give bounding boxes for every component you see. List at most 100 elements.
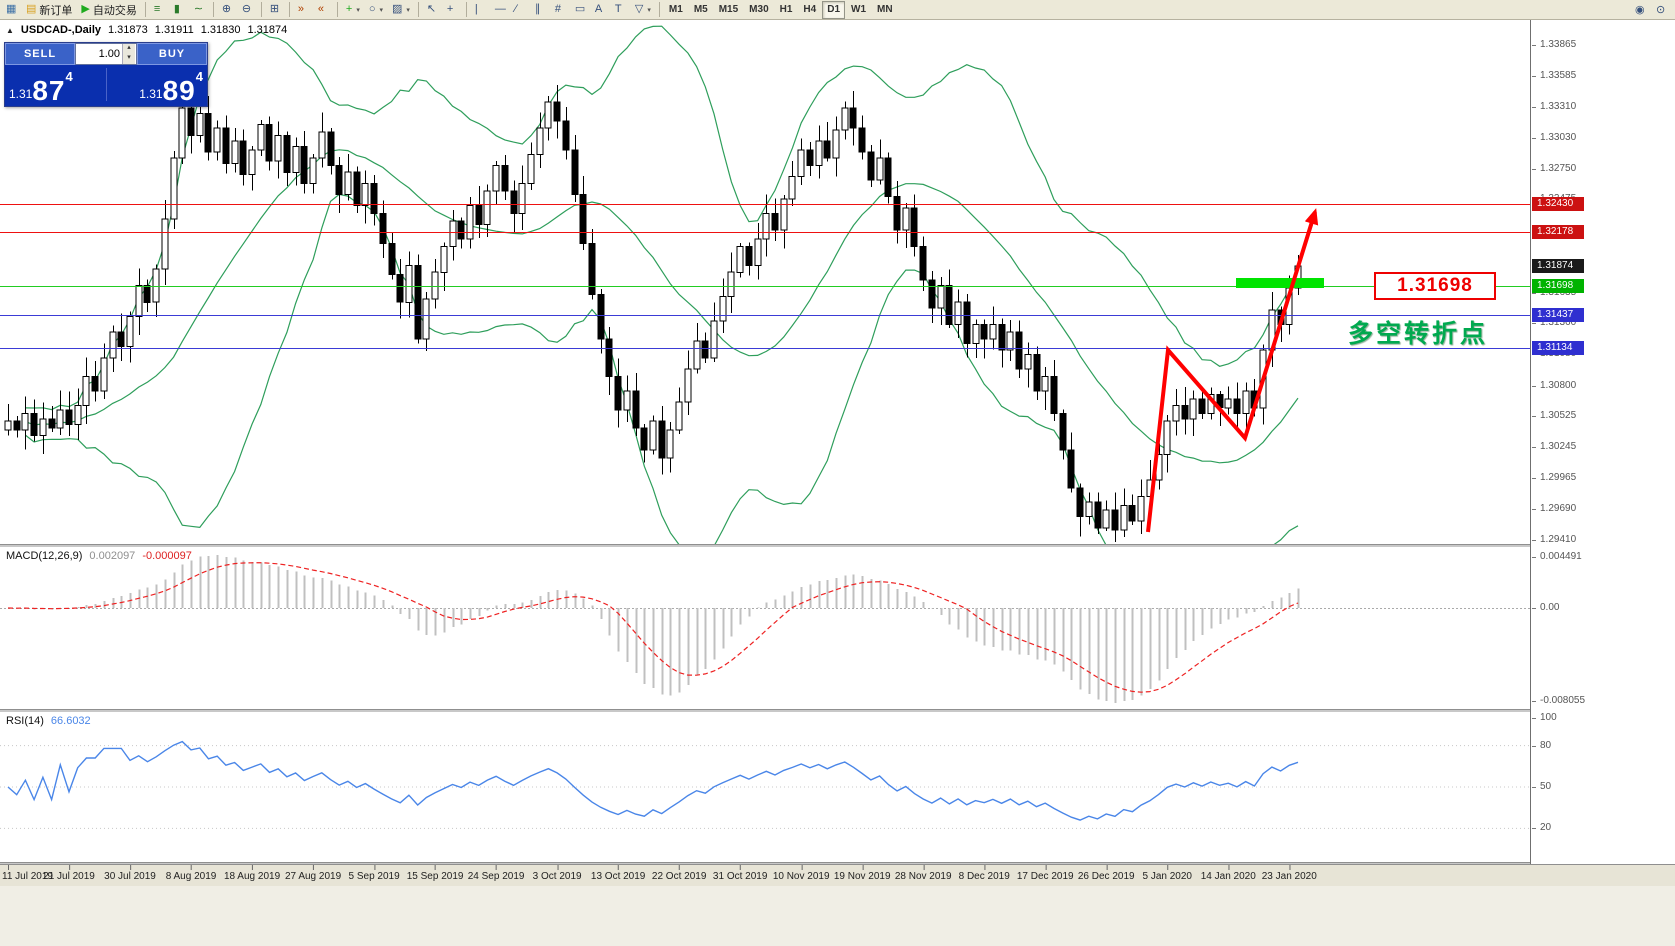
periods-icon: ○ (368, 3, 376, 15)
chart-shift-button[interactable]: « (314, 1, 333, 19)
new-order-button[interactable]: ▤ 新订单 (22, 1, 76, 19)
price-badge-blue: 1.31134 (1532, 341, 1584, 356)
date-label: 15 Sep 2019 (406, 865, 464, 882)
panel-separator[interactable] (0, 544, 1675, 547)
fibonacci-tool-button[interactable]: # (551, 1, 570, 19)
date-label: 28 Nov 2019 (894, 865, 952, 882)
rsi-panel[interactable] (0, 712, 1530, 862)
time-axis[interactable]: 11 Jul 2019 21 Jul 2019 30 Jul 2019 8 Aug 2… (0, 864, 1675, 886)
date-label: 19 Nov 2019 (833, 865, 891, 882)
templates-button[interactable]: ▨ ▾ (388, 1, 414, 19)
collapse-arrow-icon[interactable]: ▲ (6, 25, 14, 35)
ask-prefix: 1.31 (139, 87, 163, 101)
date-label: 17 Dec 2019 (1016, 865, 1074, 882)
tile-windows-button[interactable]: ⊞ (266, 1, 285, 19)
crosshair-tool-button[interactable]: + (443, 1, 462, 19)
shapes-tool-button[interactable]: ▭ (571, 1, 590, 19)
price-tick: 1.30525 (1532, 409, 1576, 423)
macd-main-value: 0.002097 (89, 550, 136, 562)
date-label: 31 Oct 2019 (712, 865, 768, 882)
shapes-tool-icon: ▭ (574, 3, 586, 15)
date-label: 5 Jan 2020 (1142, 865, 1192, 882)
timeframe-h4-button[interactable]: H4 (798, 1, 821, 19)
timeframe-m1-button[interactable]: M1 (664, 1, 688, 19)
bar-chart-mode-button[interactable]: ≡ (150, 1, 169, 19)
arrows-tool-icon: ▽ (634, 3, 644, 15)
trendline-tool-icon: ∕ (514, 3, 517, 15)
candlestick-mode-button[interactable]: ▮ (170, 1, 189, 19)
bid-price[interactable]: 1.31 87 4 (9, 66, 104, 107)
timeframe-m30-button[interactable]: M30 (744, 1, 773, 19)
autotrading-icon: ▶ (81, 3, 90, 15)
bottom-margin (0, 886, 1675, 946)
macd-signal-line (7, 562, 1299, 693)
price-tick: 1.29410 (1532, 533, 1576, 547)
label-tool-button[interactable]: T (611, 1, 630, 19)
macd-panel[interactable] (0, 547, 1530, 709)
line-chart-mode-button[interactable]: ∼ (190, 1, 209, 19)
quote-high: 1.31911 (154, 24, 194, 36)
price-tick: 1.29965 (1532, 471, 1576, 485)
vertical-line-tool-button[interactable]: | (471, 1, 490, 19)
timeframe-h1-button[interactable]: H1 (775, 1, 798, 19)
price-chart[interactable] (0, 20, 1530, 544)
timeframe-d1-button[interactable]: D1 (822, 0, 846, 19)
price-divider (105, 68, 107, 101)
price-scale[interactable]: 1.33865 1.33585 1.33310 1.33030 1.32750 1.324… (1530, 20, 1675, 864)
macd-scale-max: 0.004491 (1532, 550, 1582, 564)
panel-separator (0, 862, 1675, 864)
ask-price[interactable]: 1.31 89 4 (109, 66, 203, 107)
auto-scroll-button[interactable]: » (294, 1, 313, 19)
autotrading-button[interactable]: ▶ 自动交易 (77, 1, 140, 19)
candles (4, 85, 1302, 542)
timeframe-m5-button[interactable]: M5 (689, 1, 713, 19)
cursor-tool-icon: ↖ (426, 3, 437, 15)
community-button[interactable]: ◉ (1631, 1, 1650, 19)
cn-annotation-text[interactable]: 多空转折点 (1348, 320, 1489, 348)
macd-header: MACD(12,26,9) 0.002097 -0.000097 (6, 550, 192, 562)
help-search-button[interactable]: ⊙ (1652, 1, 1671, 19)
support-highlight-bar[interactable] (1236, 278, 1324, 288)
date-label: 21 Jul 2019 (43, 865, 95, 882)
volume-input-wrap: ▴ ▾ (75, 43, 137, 65)
indicators-list-button[interactable]: + ▾ (342, 1, 364, 19)
chart-window-button[interactable]: ▦ (2, 1, 21, 19)
volume-down-icon[interactable]: ▾ (127, 54, 131, 61)
trendline-tool-button[interactable]: ∕ (511, 1, 530, 19)
channel-tool-button[interactable]: ∥ (531, 1, 550, 19)
tile-windows-icon: ⊞ (269, 3, 280, 15)
horizontal-line-tool-button[interactable]: — (491, 1, 510, 19)
zoom-out-button[interactable]: ⊖ (238, 1, 257, 19)
bollinger-bands[interactable] (25, 25, 1299, 544)
date-label: 22 Oct 2019 (651, 865, 707, 882)
zoom-in-button[interactable]: ⊕ (218, 1, 237, 19)
quote-low: 1.31830 (200, 24, 241, 36)
crosshair-tool-icon: + (446, 3, 454, 15)
panel-separator[interactable] (0, 709, 1675, 712)
buy-button[interactable]: BUY (137, 43, 207, 65)
sell-button[interactable]: SELL (5, 43, 75, 65)
toolbar-separator (417, 2, 419, 17)
trend-arrow[interactable] (1146, 208, 1319, 533)
line-chart-mode-icon: ∼ (193, 3, 204, 15)
ask-main: 89 (162, 75, 196, 107)
timeframe-m15-button[interactable]: M15 (714, 1, 743, 19)
cursor-tool-button[interactable]: ↖ (423, 1, 442, 19)
arrows-tool-button[interactable]: ▽ ▾ (631, 1, 655, 19)
price-badge-blue: 1.31437 (1532, 307, 1584, 322)
auto-scroll-icon: » (297, 3, 304, 15)
timeframe-mn-button[interactable]: MN (872, 1, 898, 19)
volume-up-icon[interactable]: ▴ (127, 44, 131, 51)
timeframe-w1-button[interactable]: W1 (846, 1, 871, 19)
text-tool-button[interactable]: A (591, 1, 610, 19)
quote-close: 1.31874 (247, 24, 288, 36)
price-tick: 1.33310 (1532, 100, 1576, 114)
volume-input[interactable] (76, 44, 122, 64)
bid-main: 87 (32, 75, 66, 107)
candlestick-mode-icon: ▮ (173, 3, 180, 15)
date-label: 3 Oct 2019 (532, 865, 582, 882)
price-tick: 1.32750 (1532, 162, 1576, 176)
price-annotation-label[interactable]: 1.31698 (1374, 272, 1496, 300)
periods-button[interactable]: ○ ▾ (365, 1, 387, 19)
rsi-title: RSI(14) (6, 715, 44, 727)
